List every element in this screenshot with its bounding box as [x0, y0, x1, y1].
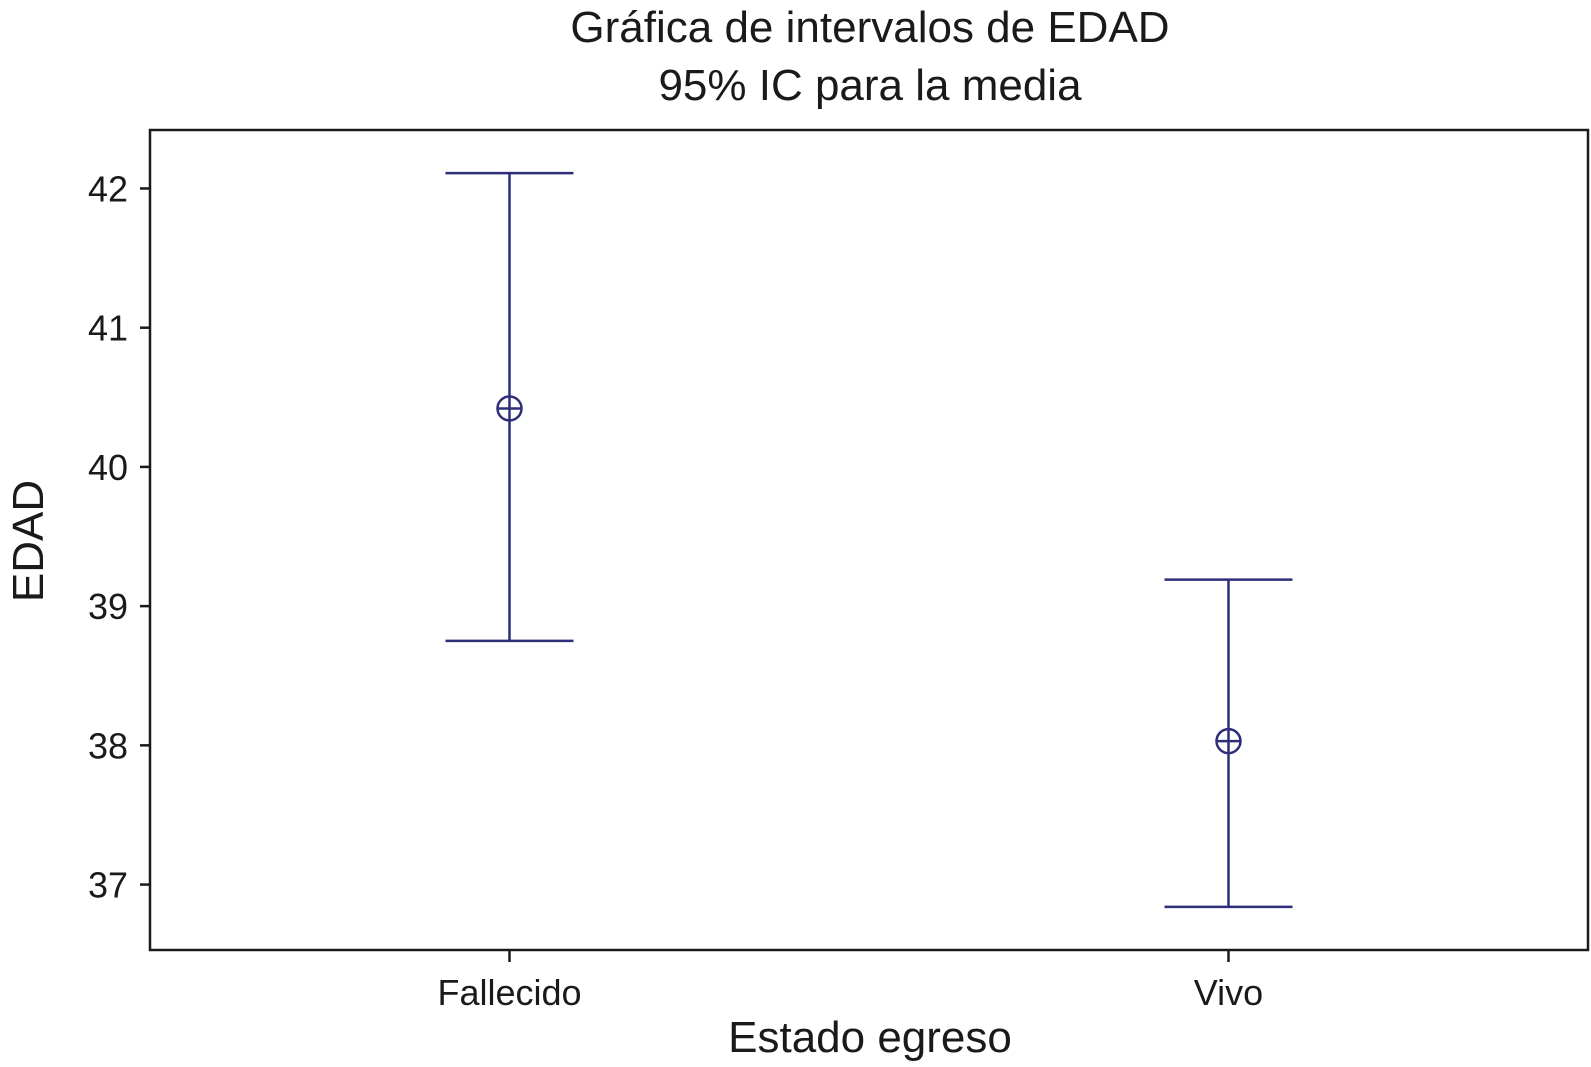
plot-frame — [148, 128, 1590, 952]
chart-title: Gráfica de intervalos de EDAD — [570, 3, 1169, 52]
y-axis: 37 38 39 40 41 42 — [88, 168, 150, 906]
y-tick-label: 39 — [88, 586, 128, 627]
x-tick-label: Fallecido — [437, 972, 581, 1013]
y-axis-label: EDAD — [4, 480, 53, 602]
y-tick-label: 38 — [88, 725, 128, 766]
x-tick-label: Vivo — [1194, 972, 1263, 1013]
x-axis: Fallecido Vivo — [437, 950, 1263, 1013]
y-tick-label: 42 — [88, 168, 128, 209]
y-tick-label: 37 — [88, 865, 128, 906]
x-axis-label: Estado egreso — [728, 1013, 1012, 1062]
y-tick-label: 40 — [88, 447, 128, 488]
y-tick-label: 41 — [88, 308, 128, 349]
chart-subtitle: 95% IC para la media — [658, 61, 1082, 110]
interval-series — [445, 171, 1293, 909]
